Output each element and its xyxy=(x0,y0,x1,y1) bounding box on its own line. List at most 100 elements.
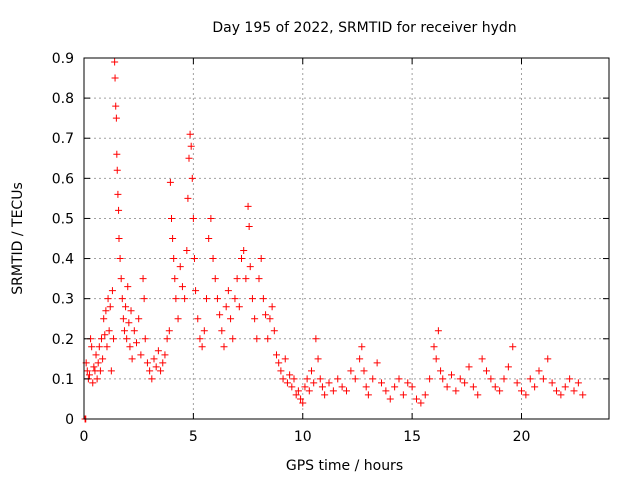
data-point xyxy=(299,399,307,407)
data-point xyxy=(240,247,248,255)
data-point xyxy=(321,391,329,399)
data-point xyxy=(178,283,186,291)
data-point xyxy=(222,303,230,311)
data-point xyxy=(137,351,145,359)
data-point xyxy=(257,255,265,263)
data-point xyxy=(183,247,191,255)
data-point xyxy=(395,375,403,383)
data-point xyxy=(391,383,399,391)
data-point xyxy=(163,335,171,343)
data-point xyxy=(347,367,355,375)
data-point xyxy=(99,355,107,363)
data-point xyxy=(308,367,315,375)
data-point xyxy=(189,214,197,222)
data-point xyxy=(356,355,364,363)
data-point xyxy=(270,327,278,335)
data-point xyxy=(253,335,261,343)
y-tick-label: 0.8 xyxy=(52,91,74,107)
data-point xyxy=(192,287,200,295)
data-point xyxy=(130,327,138,335)
data-point xyxy=(242,275,250,283)
data-point xyxy=(85,371,93,379)
data-point xyxy=(504,363,512,371)
data-point xyxy=(303,375,311,383)
data-point xyxy=(93,375,101,383)
data-point xyxy=(139,275,147,283)
data-point xyxy=(557,391,565,399)
data-point xyxy=(95,343,103,351)
data-point xyxy=(233,275,241,283)
data-point xyxy=(544,355,552,363)
data-point xyxy=(218,327,226,335)
data-point xyxy=(448,371,455,379)
data-point xyxy=(329,387,337,395)
data-point xyxy=(146,367,154,375)
data-point xyxy=(126,343,134,351)
data-point xyxy=(190,255,198,263)
data-point xyxy=(143,359,151,367)
data-point xyxy=(526,375,534,383)
data-point xyxy=(159,359,167,367)
data-point xyxy=(297,395,305,403)
data-point xyxy=(181,295,189,303)
data-point xyxy=(184,194,192,202)
data-point xyxy=(205,235,213,242)
data-point xyxy=(125,319,133,327)
data-point xyxy=(106,303,114,311)
data-point xyxy=(570,387,578,395)
x-tick-label: 5 xyxy=(189,429,198,445)
data-point xyxy=(122,303,130,311)
data-point xyxy=(301,383,309,391)
data-point xyxy=(334,375,342,383)
x-tick-label: 15 xyxy=(403,429,421,445)
data-point xyxy=(316,375,324,383)
data-point xyxy=(579,391,587,399)
data-point xyxy=(102,307,110,315)
data-point xyxy=(100,315,108,323)
y-tick-label: 0.4 xyxy=(52,252,74,268)
data-point xyxy=(128,355,136,363)
data-point xyxy=(216,311,224,319)
data-point xyxy=(110,335,118,343)
y-tick-label: 0.7 xyxy=(52,131,74,147)
data-point xyxy=(105,327,113,335)
x-tick-label: 0 xyxy=(80,429,89,445)
data-point xyxy=(88,343,96,351)
data-point xyxy=(338,383,346,391)
data-point xyxy=(113,166,121,174)
data-point xyxy=(107,367,115,375)
data-point xyxy=(174,315,182,323)
data-point xyxy=(251,315,259,323)
data-point xyxy=(292,391,300,399)
data-point xyxy=(133,339,140,347)
data-point xyxy=(509,343,517,351)
data-point xyxy=(553,387,560,395)
x-tick-labels: 0 5 10 15 20 xyxy=(80,429,531,445)
data-point xyxy=(188,174,196,182)
data-point xyxy=(277,367,285,375)
data-point xyxy=(259,295,267,303)
data-point xyxy=(196,335,204,343)
data-point xyxy=(290,375,298,383)
data-point xyxy=(229,335,237,343)
data-point xyxy=(103,343,111,351)
data-point xyxy=(360,367,368,375)
data-point xyxy=(314,355,322,363)
data-point xyxy=(104,295,112,303)
data-point xyxy=(135,315,143,323)
data-point xyxy=(235,303,243,311)
data-point xyxy=(194,315,202,323)
data-point xyxy=(369,375,377,383)
data-point xyxy=(434,327,442,335)
data-point xyxy=(531,383,539,391)
data-point xyxy=(246,263,254,271)
data-point xyxy=(207,214,215,222)
data-point xyxy=(294,387,302,395)
data-point xyxy=(275,359,283,367)
y-tick-label: 0.5 xyxy=(52,211,74,227)
data-point xyxy=(120,327,128,335)
data-point xyxy=(382,387,390,395)
data-point xyxy=(186,130,194,138)
data-point xyxy=(154,347,162,355)
data-point xyxy=(312,335,320,343)
